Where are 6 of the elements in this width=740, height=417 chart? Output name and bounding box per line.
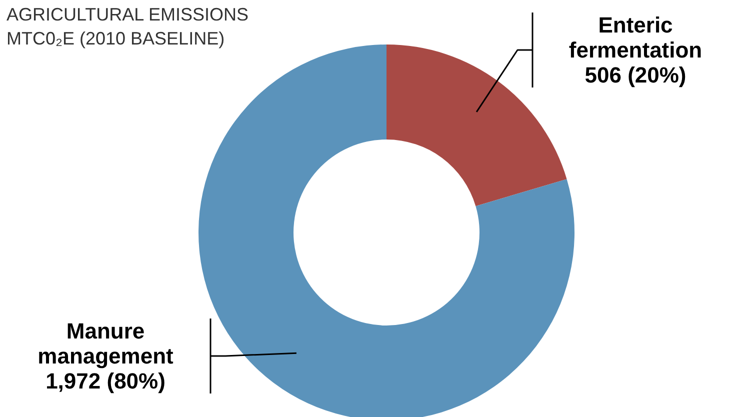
data-label: 1,972 (80%) <box>46 368 166 394</box>
text: MTC0₂E (2010 BASELINE) <box>6 28 225 48</box>
chart-title: AGRICULTURAL EMISSIONS <box>6 4 249 24</box>
data-label: 506 (20%) <box>584 62 686 88</box>
slice-label: Enteric fermentation <box>568 12 702 62</box>
slice-label: Manure management <box>38 318 174 368</box>
